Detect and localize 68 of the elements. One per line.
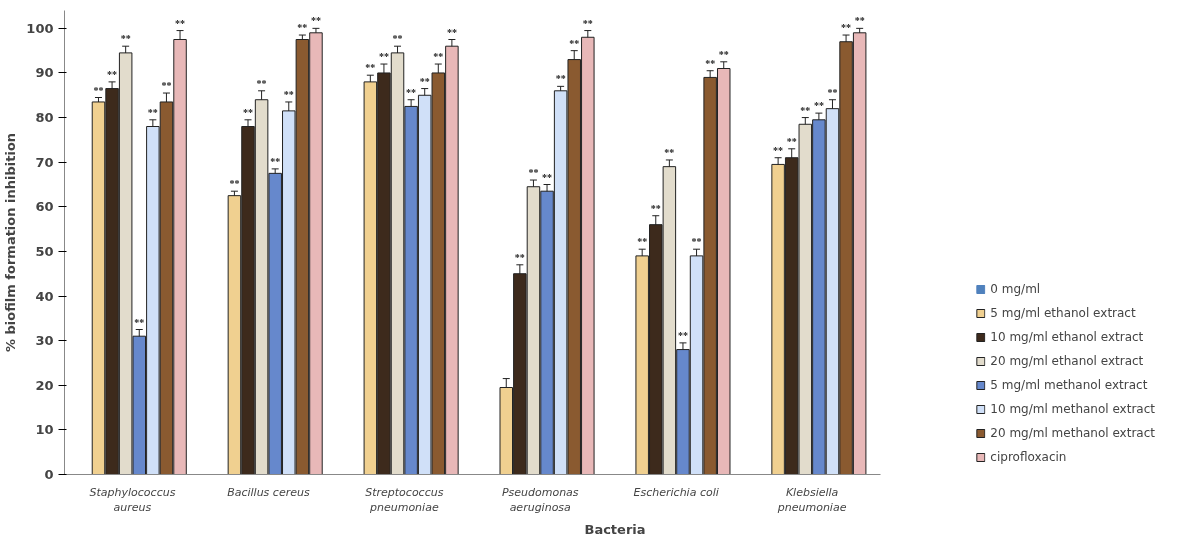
data-label: **: [283, 88, 294, 100]
data-label: **: [175, 17, 186, 29]
x-tick-label: Bacillus cereus: [227, 485, 310, 499]
data-label: **: [147, 106, 158, 118]
x-axis-title: Bacteria: [584, 522, 646, 538]
data-label: **: [378, 51, 389, 63]
data-label: **: [406, 86, 417, 98]
legend-label: 5 mg/ml ethanol extract: [990, 306, 1136, 320]
x-tick-label: Escherichia coli: [633, 485, 719, 499]
data-label: **: [813, 100, 824, 112]
data-label: **: [569, 37, 580, 49]
legend-label: 0 mg/ml: [990, 282, 1041, 296]
data-label: **: [310, 15, 321, 27]
data-label: **: [800, 104, 811, 116]
data-label: **: [705, 57, 716, 69]
data-label: **: [446, 26, 457, 38]
y-tick-label: 60: [35, 199, 54, 215]
y-axis-title: % biofilm formation inhibition: [3, 132, 19, 353]
data-label: **: [392, 33, 403, 45]
legend-label: 5 mg/ml methanol extract: [990, 378, 1148, 392]
data-label: **: [365, 62, 376, 74]
data-label: **: [637, 236, 648, 248]
legend-label: 10 mg/ml methanol extract: [990, 402, 1155, 416]
legend-label: ciprofloxacin: [990, 450, 1067, 464]
data-label: **: [555, 73, 566, 85]
data-label: **: [773, 144, 784, 156]
data-label: **: [229, 178, 240, 190]
legend-label: 10 mg/ml ethanol extract: [990, 330, 1144, 344]
data-label: **: [419, 75, 430, 87]
y-tick-label: 80: [35, 110, 54, 126]
data-label: **: [93, 84, 104, 96]
data-label: **: [528, 167, 539, 179]
data-label: **: [827, 86, 838, 98]
data-label: **: [514, 251, 525, 263]
x-tick-label: Streptococcus pneumoniae: [365, 485, 444, 515]
data-label: **: [786, 135, 797, 147]
data-label: **: [243, 106, 253, 118]
y-tick-label: 20: [35, 377, 54, 393]
data-label: **: [718, 48, 729, 60]
legend-label: 20 mg/ml ethanol extract: [990, 354, 1144, 368]
y-tick-label: 0: [44, 467, 54, 482]
y-tick-label: 70: [35, 154, 54, 170]
x-tick-label: Pseudomonas aeruginosa: [501, 485, 579, 515]
y-tick-label: 50: [35, 243, 54, 259]
data-label: **: [120, 33, 131, 45]
data-label: **: [582, 17, 593, 29]
y-tick-label: 40: [35, 288, 54, 304]
y-tick-label: 90: [35, 65, 54, 81]
x-tick-label: Staphylococcus aureus: [89, 485, 176, 515]
data-label: **: [256, 77, 267, 89]
y-tick-label: 30: [35, 333, 54, 349]
y-tick-label: 10: [35, 422, 54, 438]
data-label: **: [664, 146, 675, 158]
data-label: **: [650, 202, 661, 214]
data-label: **: [691, 236, 702, 248]
data-label: **: [297, 22, 308, 34]
data-label: **: [841, 22, 852, 34]
data-label: **: [270, 155, 281, 167]
data-label: **: [107, 68, 118, 80]
data-label: **: [161, 80, 172, 92]
legend-label: 20 mg/ml methanol extract: [990, 426, 1155, 440]
x-tick-label: Klebsiella pneumoniae: [776, 485, 847, 515]
data-label: **: [134, 316, 145, 328]
data-label: **: [677, 329, 688, 341]
data-label: **: [854, 15, 865, 27]
data-label: **: [433, 51, 444, 63]
y-tick-label: 100: [26, 20, 54, 36]
data-label: **: [542, 171, 553, 183]
